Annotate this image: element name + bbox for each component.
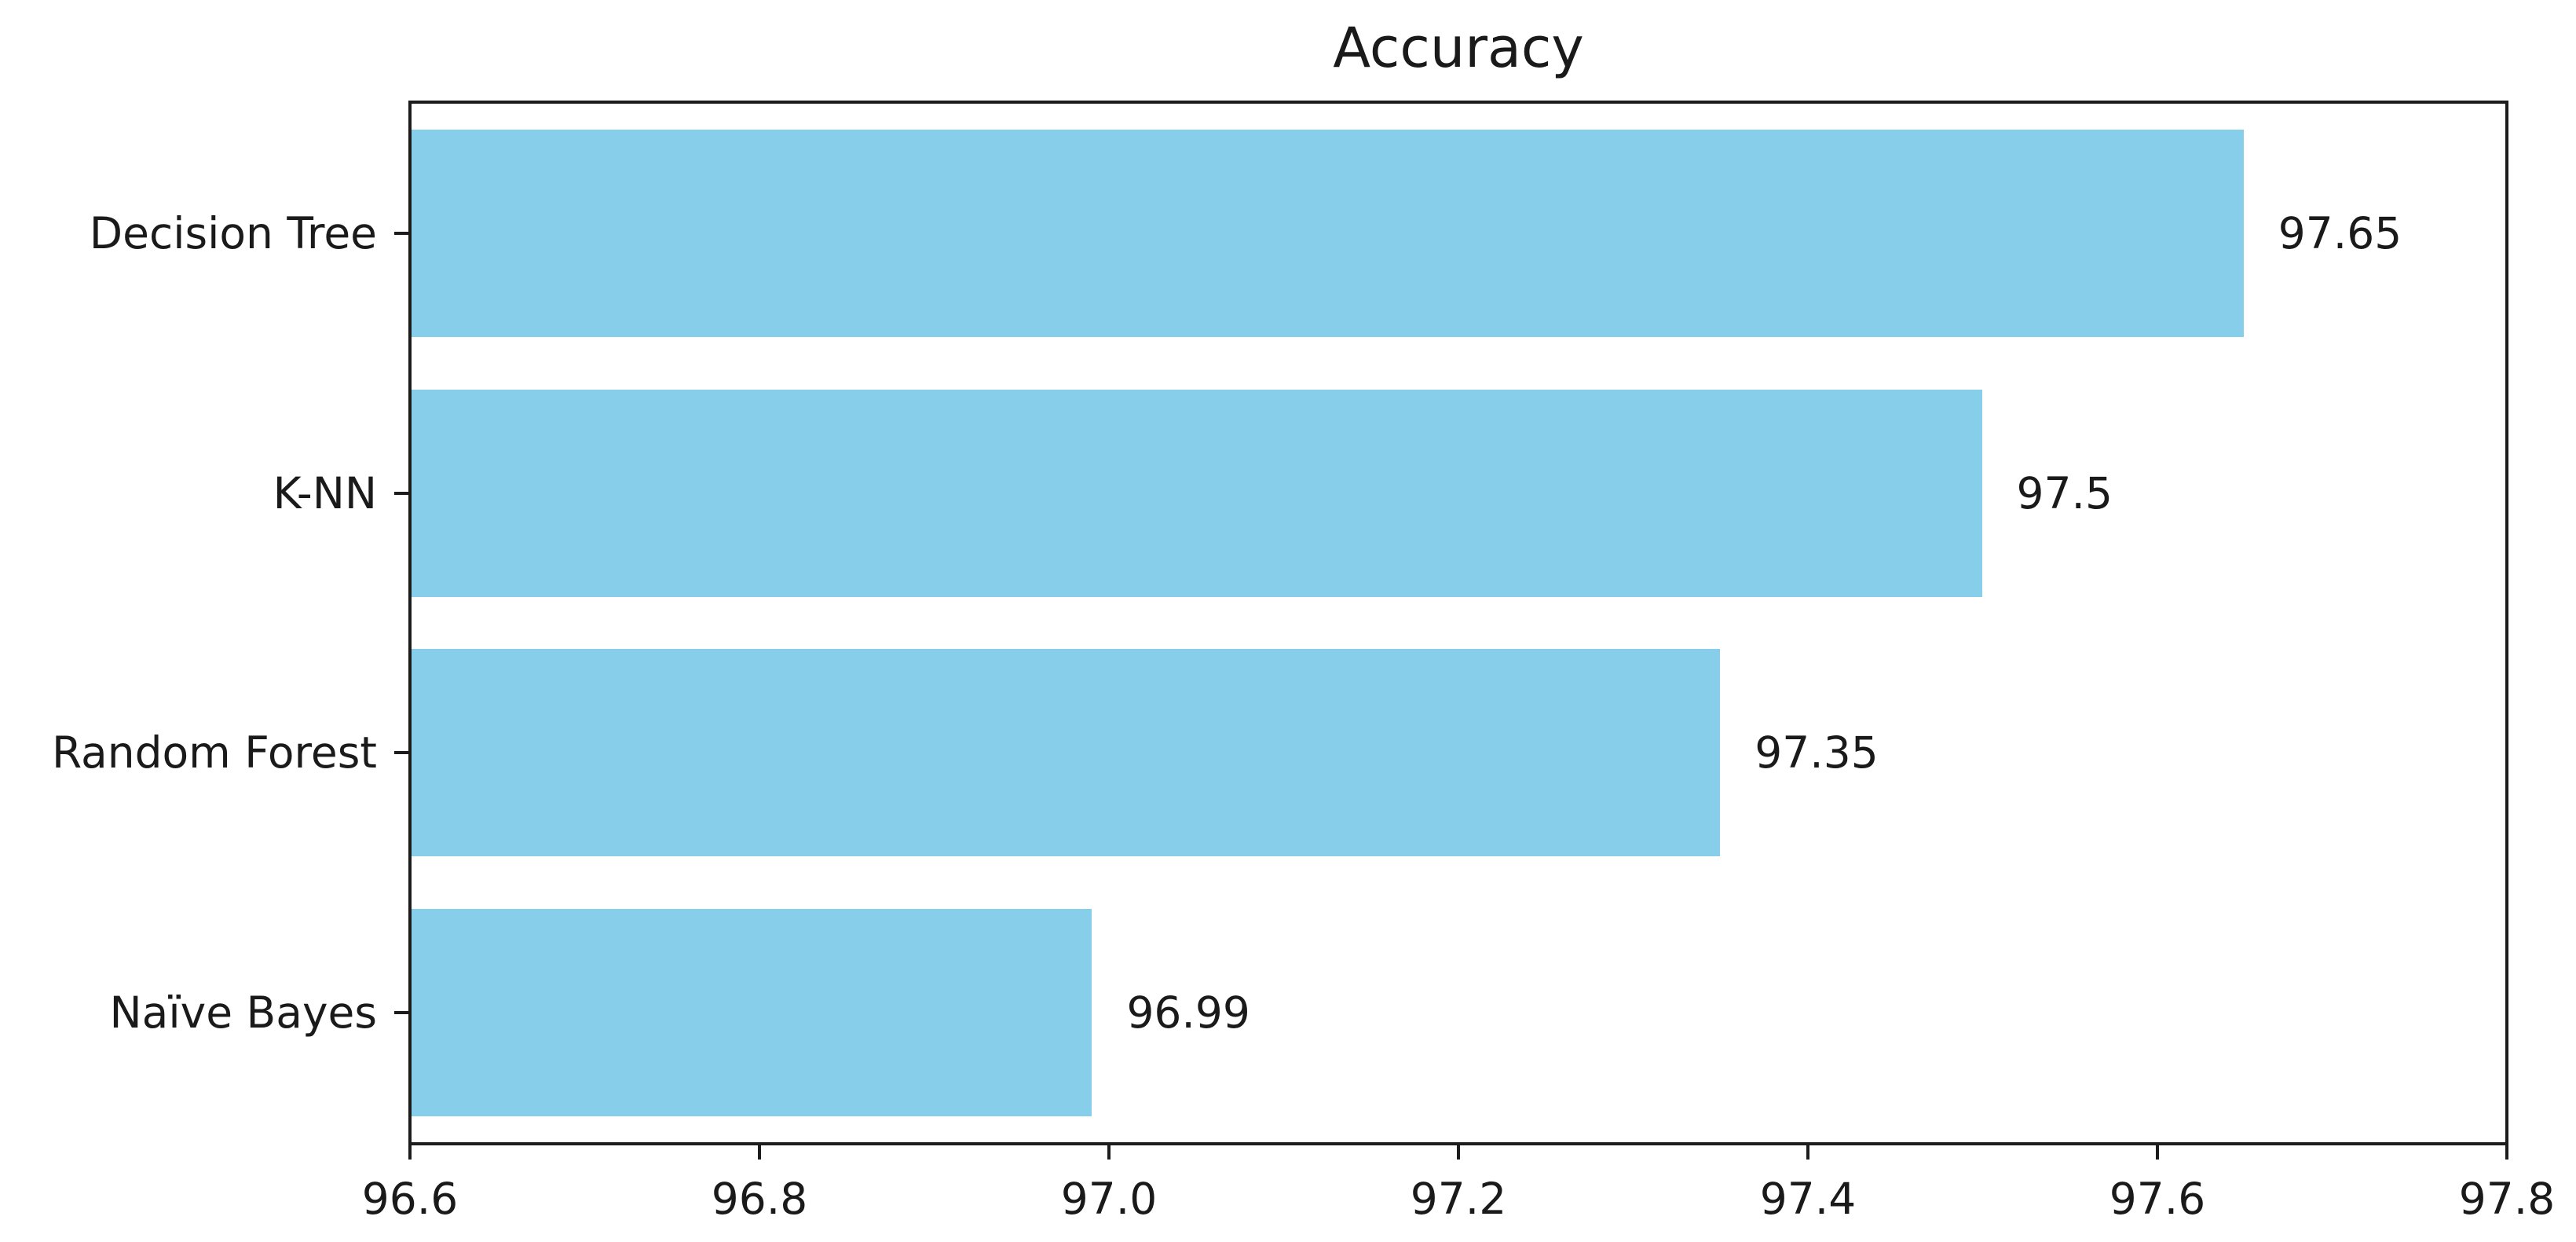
x-axis-tick: [1806, 1145, 1809, 1160]
x-axis-tick: [408, 1145, 412, 1160]
y-axis-tick: [394, 232, 408, 236]
x-axis-tick-label: 96.6: [361, 1174, 459, 1224]
y-axis-category-label: Decision Tree: [89, 208, 377, 259]
y-axis-tick: [394, 491, 408, 495]
x-axis-tick: [1107, 1145, 1111, 1160]
x-axis-tick-label: 96.8: [711, 1174, 808, 1224]
bar-value-label: 97.35: [1755, 727, 1879, 779]
bar-value-label: 96.99: [1126, 987, 1250, 1038]
y-axis-category-label: Naïve Bayes: [109, 987, 377, 1038]
y-axis-tick: [394, 751, 408, 755]
x-axis-tick: [2156, 1145, 2159, 1160]
y-axis-category-label: K-NN: [273, 467, 377, 518]
bar: [412, 130, 2244, 338]
x-axis-tick-label: 97.6: [2109, 1174, 2206, 1224]
x-axis-tick: [758, 1145, 761, 1160]
x-axis-tick-label: 97.2: [1410, 1174, 1507, 1224]
bar: [412, 649, 1721, 857]
x-axis-tick: [1457, 1145, 1460, 1160]
bar-value-label: 97.65: [2278, 208, 2402, 259]
bar-value-label: 97.5: [2016, 467, 2113, 518]
x-axis-tick-label: 97.4: [1759, 1174, 1857, 1224]
plot-area: 97.65 97.5 97.35 96.99: [408, 101, 2508, 1145]
x-axis-tick-label: 97.0: [1060, 1174, 1158, 1224]
chart-title: Accuracy: [1333, 16, 1584, 80]
y-axis-tick: [394, 1010, 408, 1014]
x-axis-tick: [2505, 1145, 2508, 1160]
y-axis-category-label: Random Forest: [52, 727, 377, 779]
bar: [412, 908, 1092, 1116]
x-axis-tick-label: 97.8: [2458, 1174, 2556, 1224]
bar: [412, 389, 1982, 597]
